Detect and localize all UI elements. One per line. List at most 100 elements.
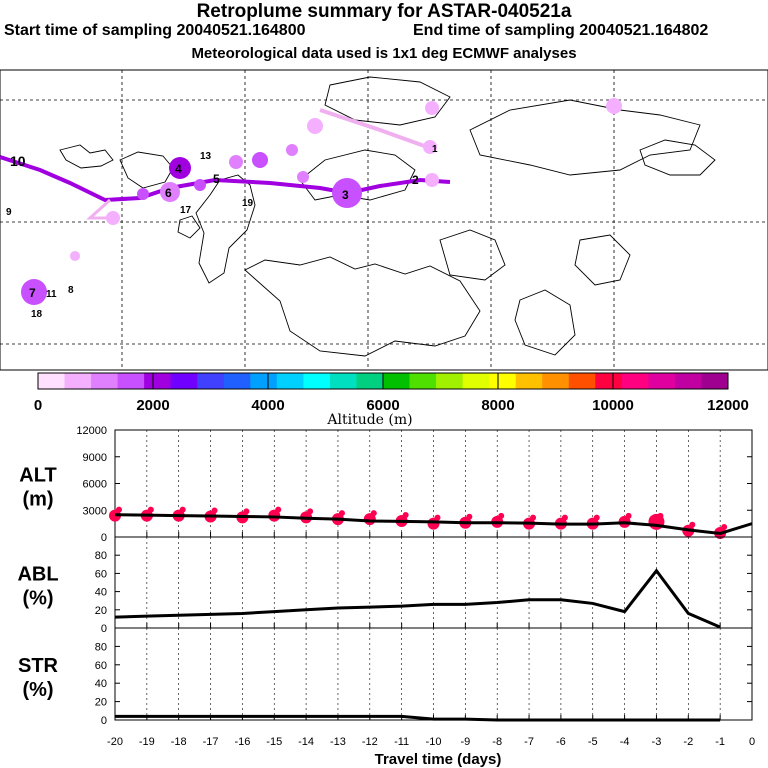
- altitude-cluster-point: [370, 510, 377, 517]
- map-panel: 3 4 6 7 10 9 8 5 2 1 13 11 17 19 18: [0, 69, 768, 371]
- y-tick-label: 60: [95, 660, 107, 672]
- colorbar-swatch: [383, 373, 411, 389]
- colorbar-swatch: [701, 373, 729, 389]
- map-marker-4: [169, 157, 191, 179]
- map-marker-6c: [286, 144, 298, 156]
- met-data-text: Meteorological data used is 1x1 deg ECMW…: [191, 45, 577, 62]
- colorbar-swatch: [117, 373, 145, 389]
- panel-label: ALT: [19, 465, 56, 487]
- map-label-9: 9: [6, 207, 12, 218]
- y-tick-label: 80: [95, 641, 107, 653]
- start-time-text: Start time of sampling 20040521.164800: [4, 22, 306, 39]
- colorbar-tick-label: 10000: [592, 397, 634, 414]
- map-label-2: 2: [412, 173, 419, 187]
- colorbar-tick-label: 0: [34, 397, 42, 414]
- colorbar-swatch: [515, 373, 543, 389]
- altitude-cluster-point: [243, 508, 250, 515]
- map-marker-7-sw: [21, 279, 47, 305]
- colorbar-swatch: [489, 373, 517, 389]
- map-label-10: 10: [10, 153, 26, 169]
- altitude-cluster-point: [466, 513, 473, 520]
- altitude-cluster-point: [147, 506, 154, 513]
- y-tick-label: 40: [95, 587, 107, 599]
- altitude-cluster-point: [275, 506, 282, 513]
- map-label-8: 8: [68, 285, 74, 296]
- map-label-4: 4: [175, 162, 182, 176]
- chart-title: Retroplume summary for ASTAR-040521a: [196, 1, 572, 22]
- y-tick-label: 20: [95, 697, 107, 709]
- altitude-cluster-point: [402, 511, 409, 518]
- altitude-mean-line: [114, 513, 753, 535]
- altitude-cluster-point: [498, 512, 505, 519]
- y-tick-label: 20: [95, 605, 107, 617]
- colorbar-swatch: [38, 373, 66, 389]
- map-marker-5b: [297, 171, 309, 183]
- map-marker-9-east: [606, 98, 622, 114]
- map-label-13: 13: [200, 151, 212, 162]
- x-tick-label: -13: [330, 736, 346, 748]
- altitude-cluster-point: [593, 514, 600, 521]
- colorbar-tick-label: 6000: [366, 397, 399, 414]
- map-label-17: 17: [180, 205, 192, 216]
- y-tick-label: 0: [101, 532, 107, 544]
- x-tick-label: -1: [715, 736, 725, 748]
- y-tick-label: 0: [101, 715, 107, 727]
- x-tick-label: -11: [394, 736, 409, 748]
- y-tick-label: 80: [95, 550, 107, 562]
- altitude-cluster-point: [721, 523, 728, 530]
- colorbar-swatch: [91, 373, 119, 389]
- altitude-cluster-point: [625, 512, 632, 519]
- map-marker-small-a: [137, 188, 149, 200]
- colorbar-swatch: [276, 373, 304, 389]
- map-marker-1: [423, 140, 437, 154]
- x-tick-label: -10: [426, 736, 442, 748]
- y-tick-label: 40: [95, 678, 107, 690]
- map-label-19: 19: [242, 198, 254, 209]
- altitude-cluster-point: [179, 506, 186, 513]
- colorbar-swatch: [329, 373, 357, 389]
- colorbar-swatch: [674, 373, 702, 389]
- altitude-cluster-point: [211, 507, 218, 514]
- trajectory-light-branch-2: [86, 198, 112, 220]
- colorbar-swatch: [621, 373, 649, 389]
- trajectory-light-branch: [319, 108, 431, 150]
- panel-alt: 0 3000 6000 9000 12000 ALT(m): [19, 425, 753, 544]
- colorbar-swatch: [648, 373, 676, 389]
- colorbar-swatch: [223, 373, 251, 389]
- x-tick-label: -14: [298, 736, 314, 748]
- y-tick-label: 12000: [76, 425, 107, 437]
- x-tick-label: -17: [203, 736, 219, 748]
- colorbar-tick-label: 4000: [251, 397, 284, 414]
- altitude-cluster-point: [338, 510, 345, 517]
- x-tick-label: -4: [620, 736, 630, 748]
- map-marker-2: [425, 173, 439, 187]
- x-tick-label: -12: [362, 736, 378, 748]
- trajectory-main: [0, 155, 451, 203]
- map-label-7: 7: [29, 286, 36, 300]
- y-tick-label: 6000: [83, 479, 107, 491]
- colorbar-swatch: [436, 373, 464, 389]
- y-tick-label: 9000: [83, 452, 107, 464]
- panel-abl: 0 20 40 60 80 ABL(%): [17, 536, 753, 635]
- colorbar-swatch: [542, 373, 570, 389]
- x-tick-label: -5: [588, 736, 598, 748]
- x-tick-label: -20: [107, 736, 123, 748]
- x-axis-label: Travel time (days): [375, 751, 502, 768]
- map-label-6: 6: [165, 186, 172, 200]
- colorbar-swatch: [250, 373, 278, 389]
- y-tick-label: 0: [101, 623, 107, 635]
- end-time-text: End time of sampling 20040521.164802: [413, 22, 709, 39]
- map-marker-8: [425, 101, 439, 115]
- colorbar-swatch: [409, 373, 437, 389]
- x-tick-label: -2: [683, 736, 693, 748]
- colorbar-swatch: [144, 373, 172, 389]
- x-tick-label: -7: [524, 736, 534, 748]
- altitude-cluster-point: [530, 514, 537, 521]
- x-tick-label: -8: [492, 736, 502, 748]
- colorbar-swatch: [595, 373, 623, 389]
- x-tick-label: -3: [652, 736, 662, 748]
- map-label-5: 5: [213, 172, 220, 186]
- altitude-cluster-point: [307, 508, 314, 515]
- altitude-cluster-point: [689, 521, 696, 528]
